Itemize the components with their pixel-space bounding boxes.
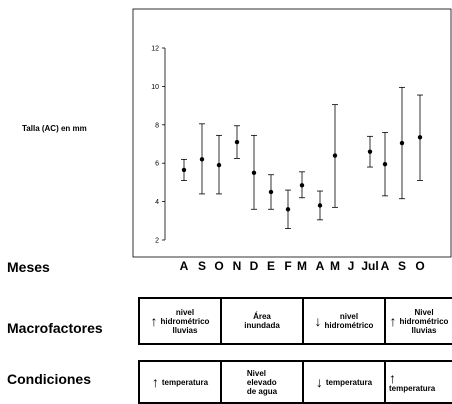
macrofactores-cell-text: lluvias [411, 325, 437, 335]
x-tick-label: M [297, 259, 307, 273]
arrow-up-icon: ↑ [389, 369, 396, 386]
condiciones-cell-text: Nivel [246, 368, 266, 378]
mean-point [317, 203, 323, 208]
mean-point [199, 157, 205, 162]
mean-point [285, 207, 291, 212]
x-tick-label: O [214, 259, 223, 273]
x-tick-label: E [267, 259, 275, 273]
x-tick-label: F [284, 259, 291, 273]
y-tick-label: 2 [155, 238, 159, 245]
y-tick-label: 8 [155, 122, 159, 129]
mean-point [399, 140, 405, 146]
macrofactores-cell-text: inundada [244, 321, 280, 330]
x-tick-label: S [398, 259, 406, 273]
arrow-down-icon: ↓ [314, 313, 322, 329]
x-tick-label: D [250, 259, 259, 273]
x-tick-label: A [180, 259, 189, 273]
condiciones-cell-text: temperatura [325, 377, 373, 387]
mean-point [382, 161, 388, 167]
mean-point [181, 167, 187, 173]
mean-point [251, 170, 257, 175]
arrow-down-icon: ↓ [315, 374, 323, 390]
macrofactores-cell-text: Nivel [414, 307, 434, 317]
condiciones-table: ↑ temperatura Nivel elevado de agua ↓ temperat… [138, 360, 452, 404]
macrofactores-cell-text: hidrométrico [324, 321, 374, 330]
arrow-up-icon: ↑ [150, 313, 158, 329]
macrofactores-cell-text: lluvias [172, 325, 198, 335]
x-tick-label: A [316, 259, 325, 273]
x-tick-label: A [381, 259, 390, 273]
x-tick-label: N [233, 259, 242, 273]
condiciones-cell: ↑ temperatura [138, 360, 222, 404]
y-tick-label: 10 [151, 84, 159, 91]
macrofactores-cell-text: hidrométrico [399, 316, 449, 326]
macrofactores-cell: Área inundada [220, 297, 304, 345]
macrofactores-cell-text: Área [253, 312, 271, 321]
condiciones-cell-text: de agua [246, 386, 278, 396]
y-ticks: 2 4 6 8 10 12 [151, 46, 165, 245]
condiciones-cell-text: temperatura [389, 383, 436, 393]
condiciones-row: ↑ temperatura Nivel elevado de agua ↓ temperat… [138, 360, 452, 404]
condiciones-cell: ↑ temperatura [384, 360, 452, 404]
condiciones-cell-text: temperatura [161, 377, 209, 387]
macrofactores-cell: ↑ nivel hidrométrico lluvias [138, 297, 222, 345]
chart-frame [132, 8, 452, 258]
y-tick-label: 12 [151, 46, 159, 53]
arrow-up-icon: ↑ [389, 313, 397, 329]
x-axis-label: Meses [7, 259, 50, 275]
x-tick-labels: A S O N D E F M A M J Jul A S O [180, 259, 425, 273]
mean-point [234, 139, 240, 145]
x-tick-label: J [348, 259, 355, 273]
mean-point [367, 149, 373, 154]
macrofactores-table: ↑ nivel hidrométrico lluvias Área inundada ↓ ni… [138, 297, 452, 345]
condiciones-label: Condiciones [7, 371, 92, 387]
chart-marks [181, 86, 423, 229]
mean-point [332, 153, 338, 158]
x-tick-label: O [415, 259, 424, 273]
macrofactores-label: Macrofactores [7, 320, 103, 336]
condiciones-cell: Nivel elevado de agua [220, 360, 304, 404]
macrofactores-cell: ↑ Nivel hidrométrico lluvias [384, 297, 452, 345]
macrofactores-cell: ↓ nivel hidrométrico [302, 297, 386, 345]
macrofactores-cell-text: nivel [175, 307, 195, 317]
mean-point [268, 189, 274, 195]
y-tick-label: 4 [155, 199, 159, 206]
mean-point [417, 135, 423, 140]
mean-point [216, 162, 222, 168]
macrofactores-cell-text: hidrométrico [160, 316, 210, 326]
macrofactores-row: ↑ nivel hidrométrico lluvias Área inundada ↓ ni… [138, 297, 452, 345]
mean-point [299, 183, 305, 188]
x-tick-label: S [198, 259, 206, 273]
y-tick-label: 6 [155, 161, 159, 168]
x-tick-label: Jul [361, 259, 378, 273]
y-axis-label: Talla (AC) en mm [22, 124, 87, 133]
x-tick-label: M [330, 259, 340, 273]
condiciones-cell-text: elevado [246, 377, 277, 387]
condiciones-cell: ↓ temperatura [302, 360, 386, 404]
macrofactores-cell-text: nivel [339, 312, 359, 321]
arrow-up-icon: ↑ [151, 374, 159, 390]
